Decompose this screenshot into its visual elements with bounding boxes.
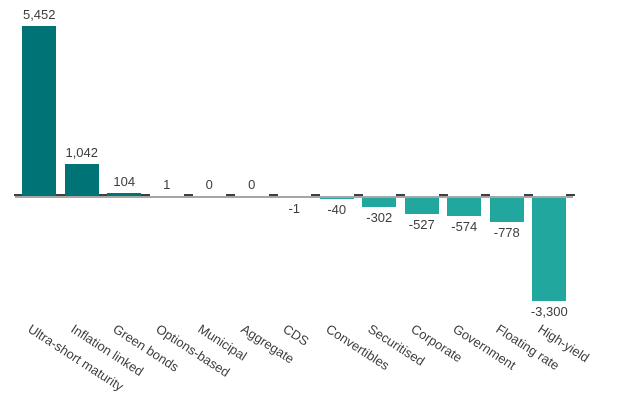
value-label: -302 xyxy=(366,210,393,226)
axis-tick xyxy=(481,193,490,196)
value-label: -527 xyxy=(408,217,435,233)
bar xyxy=(22,26,57,196)
axis-tick xyxy=(396,193,405,196)
bar xyxy=(362,198,397,208)
value-label: -3,300 xyxy=(530,303,568,319)
axis-tick xyxy=(226,193,235,196)
bar xyxy=(107,192,142,196)
axis-tick xyxy=(523,193,533,196)
x-axis-zero-line xyxy=(15,196,573,198)
axis-tick xyxy=(141,193,150,196)
bar xyxy=(447,198,482,216)
bar xyxy=(489,198,524,223)
axis-tick xyxy=(311,193,320,196)
value-label: -778 xyxy=(493,225,520,241)
bar xyxy=(64,163,99,196)
value-label: -40 xyxy=(327,202,347,218)
axis-tick xyxy=(438,193,448,196)
axis-tick xyxy=(268,193,278,196)
value-label: 0 xyxy=(205,177,213,192)
value-label: 104 xyxy=(113,173,136,189)
axis-tick xyxy=(13,193,23,196)
bar xyxy=(532,198,567,301)
value-label: 5,452 xyxy=(22,7,56,22)
value-label: 1 xyxy=(163,177,171,192)
axis-tick xyxy=(56,193,65,196)
bar xyxy=(319,198,354,200)
axis-tick xyxy=(183,193,193,196)
value-label: 0 xyxy=(248,177,256,192)
axis-tick xyxy=(98,193,108,196)
axis-tick xyxy=(353,193,363,196)
value-label: -574 xyxy=(451,218,478,234)
axis-tick xyxy=(566,193,575,196)
category-label: CDS xyxy=(280,321,312,349)
bar xyxy=(404,198,439,215)
value-label: -1 xyxy=(288,201,301,216)
value-label: 1,042 xyxy=(65,144,99,160)
